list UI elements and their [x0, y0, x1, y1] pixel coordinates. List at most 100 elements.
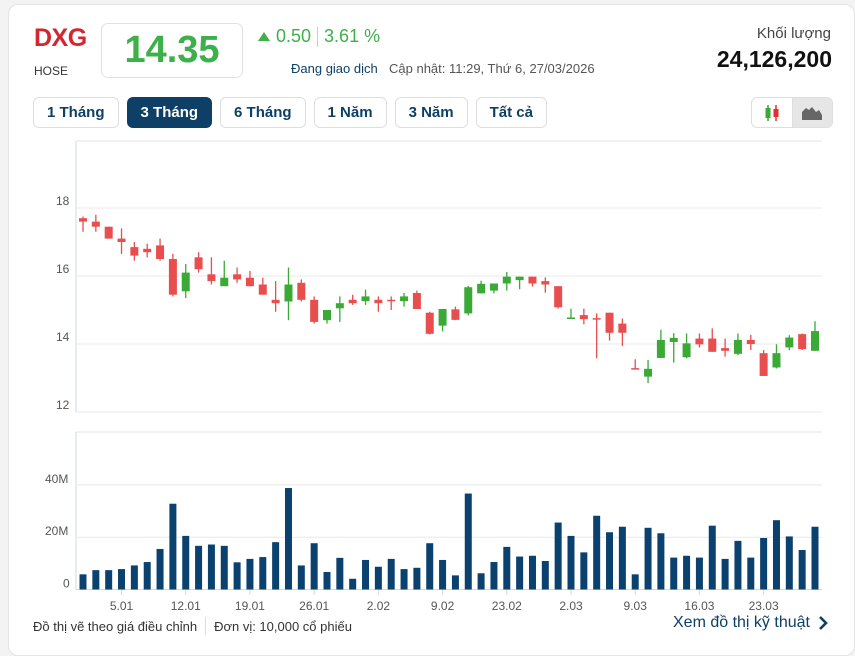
tab-1-year[interactable]: 1 Năm: [313, 97, 387, 128]
candle-body: [656, 339, 665, 358]
candle: [682, 333, 691, 359]
volume-bar: [464, 493, 472, 590]
volume-bar: [503, 546, 511, 590]
volume-bar: [747, 557, 755, 590]
candle-body: [605, 312, 614, 333]
candle-body: [258, 284, 267, 295]
chart-footnote: Đồ thị vẽ theo giá điều chỉnh Đơn vị: 10…: [33, 617, 352, 635]
tab-3-years[interactable]: 3 Năm: [394, 97, 468, 128]
volume-bar: [118, 569, 126, 590]
volume-bar: [130, 565, 138, 590]
candle-body: [412, 293, 421, 309]
volume-bar: [79, 574, 87, 590]
volume-bar: [683, 555, 691, 590]
candle: [271, 281, 280, 312]
volume-bar: [233, 562, 241, 590]
volume-bar: [708, 525, 716, 590]
candle-body: [528, 276, 537, 284]
tab-1-month[interactable]: 1 Tháng: [33, 97, 119, 128]
candle: [181, 264, 190, 299]
candle: [361, 289, 370, 305]
candle: [502, 271, 511, 291]
volume-bar: [195, 545, 203, 590]
volume-bar: [439, 559, 447, 590]
volume-bar: [156, 548, 164, 590]
candle: [746, 334, 755, 351]
trading-status: Đang giao dịch: [291, 61, 378, 76]
candle-body: [425, 312, 434, 334]
candle: [400, 293, 409, 307]
candle-body: [297, 282, 306, 300]
candle-body: [387, 299, 396, 302]
area-chart-icon: [802, 106, 823, 120]
volume-bar: [516, 556, 524, 590]
adjusted-price-note: Đồ thị vẽ theo giá điều chỉnh: [33, 618, 198, 634]
candle: [168, 253, 177, 297]
tab-all[interactable]: Tất cả: [475, 97, 547, 128]
technical-chart-link-label: Xem đồ thị kỹ thuật: [673, 614, 810, 631]
candle: [695, 333, 704, 348]
volume-bar: [580, 552, 588, 590]
candle: [348, 294, 357, 305]
candle-body: [644, 368, 653, 377]
volume-bar: [207, 544, 215, 590]
tab-3-months[interactable]: 3 Tháng: [126, 97, 213, 128]
candle-body: [541, 281, 550, 285]
price-tick-label: 18: [56, 194, 70, 208]
candle: [708, 328, 717, 352]
candle-body: [567, 317, 575, 319]
candle: [220, 260, 229, 287]
price-change: 0.50 3.61 %: [258, 26, 380, 47]
tab-6-months[interactable]: 6 Tháng: [220, 97, 306, 128]
candle-body: [759, 353, 768, 376]
volume-bar: [92, 570, 100, 590]
date-label: 9.03: [624, 599, 648, 613]
candle: [618, 318, 627, 347]
candle-body: [181, 272, 190, 292]
candle: [374, 296, 383, 312]
candle: [233, 267, 242, 283]
current-price: 14.35: [101, 23, 243, 78]
candle-body: [104, 226, 113, 239]
candle-body: [631, 368, 640, 370]
candle-body: [79, 218, 87, 222]
volume-bar: [259, 557, 267, 590]
volume-bar: [772, 520, 780, 590]
volume-tick-label: 40M: [45, 472, 68, 486]
candle: [143, 243, 152, 258]
candle: [207, 257, 216, 285]
candle: [592, 313, 601, 359]
area-chart-button[interactable]: [791, 98, 832, 127]
candle-body: [335, 303, 344, 309]
volume-bar: [657, 533, 665, 590]
volume-bar: [272, 542, 280, 590]
candle: [412, 290, 421, 309]
candle: [554, 286, 563, 309]
exchange-label: HOSE: [34, 64, 69, 78]
candle: [310, 296, 319, 324]
candlestick-button[interactable]: [752, 98, 792, 127]
candle: [323, 310, 331, 324]
candle: [117, 228, 126, 254]
candle-body: [618, 323, 627, 333]
volume-bar: [554, 522, 562, 590]
technical-chart-link[interactable]: Xem đồ thị kỹ thuật: [673, 614, 828, 632]
candle-body: [400, 296, 409, 302]
volume-tick-label: 20M: [45, 524, 68, 538]
update-time: Cập nhật: 11:29, Thứ 6, 27/03/2026: [389, 61, 595, 76]
candle-body: [91, 221, 100, 227]
candle-body: [220, 277, 229, 287]
up-arrow-icon: [258, 32, 270, 41]
volume-bar: [451, 575, 459, 590]
candle-body: [708, 338, 717, 352]
candle: [245, 270, 254, 287]
volume-bar: [477, 573, 485, 590]
candle-body: [143, 248, 152, 253]
candle: [156, 238, 165, 261]
volume-bar: [811, 526, 819, 590]
candle-body: [284, 284, 293, 302]
candle: [631, 359, 640, 370]
date-label: 19.01: [235, 599, 265, 613]
candle: [644, 359, 653, 384]
volume-bar: [310, 543, 318, 590]
